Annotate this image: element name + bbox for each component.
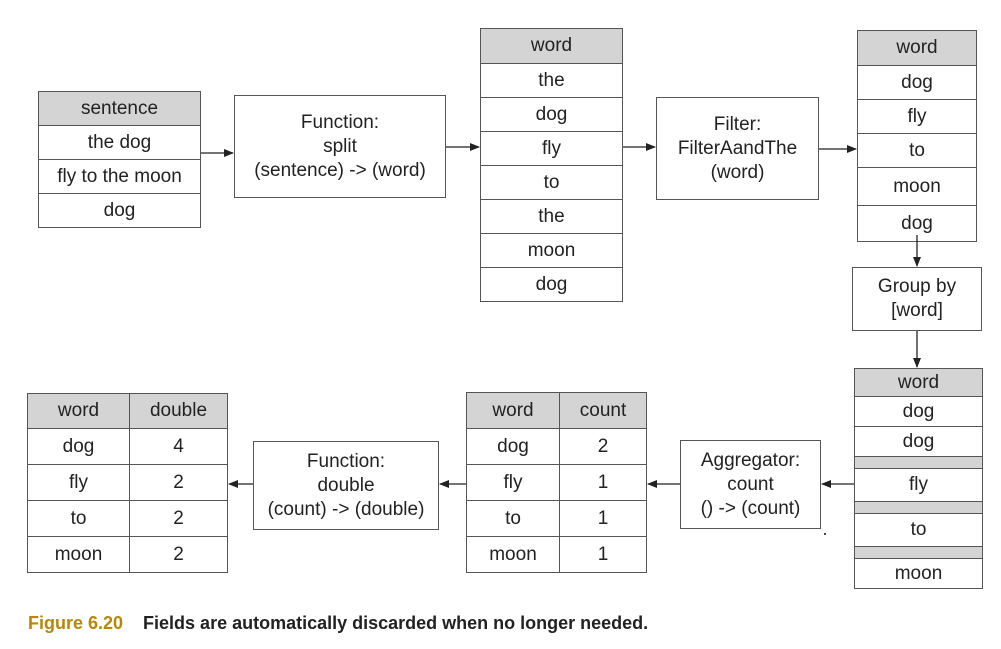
split-function-box: Function: split (sentence) -> (word) (234, 95, 446, 198)
double-function-title: Function: (306, 450, 386, 472)
count-value-cell: 1 (559, 536, 647, 573)
double-word-cell: moon (27, 536, 130, 573)
sentence-cell: fly to the moon (38, 159, 201, 194)
grouped-cell: to (854, 513, 983, 547)
group-by-box: Group by [word] (852, 267, 982, 331)
group-by-key: [word] (891, 300, 943, 321)
word-cell: moon (857, 167, 977, 206)
word-cell: dog (480, 267, 623, 302)
sentence-cell: the dog (38, 125, 201, 160)
filter-title: Filter: (713, 113, 762, 135)
word-table-1-header: word (480, 28, 623, 64)
filter-box: Filter: FilterAandThe (word) (656, 97, 819, 200)
aggregator-title: Aggregator: (700, 449, 801, 471)
grouped-cell: fly (854, 468, 983, 502)
stray-dot (824, 533, 826, 535)
figure-caption-text: Fields are automatically discarded when … (143, 613, 649, 633)
filter-signature: (word) (710, 161, 765, 183)
word-cell: moon (480, 233, 623, 268)
count-word-cell: fly (466, 464, 560, 501)
grouped-cell: dog (854, 426, 983, 457)
sentence-header: sentence (38, 91, 201, 126)
filter-name: FilterAandThe (677, 137, 798, 159)
count-table-header-word: word (466, 392, 560, 429)
double-value-cell: 2 (129, 536, 228, 573)
word-table-1: word the dog fly to the moon dog (480, 28, 623, 302)
figure-number: Figure 6.20 (28, 613, 124, 633)
group-by-title: Group by (877, 276, 957, 297)
double-value-cell: 4 (129, 428, 228, 465)
count-table: word count dog 2 fly 1 to 1 moon 1 (466, 392, 647, 573)
group-separator (854, 546, 983, 559)
aggregator-name: count (727, 473, 774, 495)
double-function-box: Function: double (count) -> (double) (253, 441, 439, 530)
count-value-cell: 1 (559, 464, 647, 501)
grouped-cell: moon (854, 558, 983, 589)
double-table: word double dog 4 fly 2 to 2 moon 2 (27, 393, 228, 573)
word-cell: the (480, 63, 623, 98)
word-table-2: word dog fly to moon dog (857, 30, 977, 242)
count-word-cell: moon (466, 536, 560, 573)
word-table-2-header: word (857, 30, 977, 66)
double-word-cell: to (27, 500, 130, 537)
double-word-cell: dog (27, 428, 130, 465)
count-value-cell: 2 (559, 428, 647, 465)
split-function-signature: (sentence) -> (word) (254, 159, 426, 181)
sentence-table: sentence the dog fly to the moon dog (38, 91, 201, 228)
aggregator-box: Aggregator: count () -> (count) (680, 440, 821, 529)
sentence-cell: dog (38, 193, 201, 228)
word-cell: to (857, 133, 977, 168)
figure-caption: Figure 6.20 Fields are automatically disc… (28, 613, 648, 634)
grouped-word-table: word dog dog fly to moon (854, 368, 983, 589)
aggregator-signature: () -> (count) (700, 497, 801, 519)
count-table-header-count: count (559, 392, 647, 429)
word-cell: fly (480, 131, 623, 166)
split-function-title: Function: (300, 111, 380, 133)
double-function-name: double (317, 474, 375, 496)
double-function-signature: (count) -> (double) (267, 498, 425, 520)
group-separator (854, 456, 983, 469)
split-function-name: split (323, 135, 357, 157)
